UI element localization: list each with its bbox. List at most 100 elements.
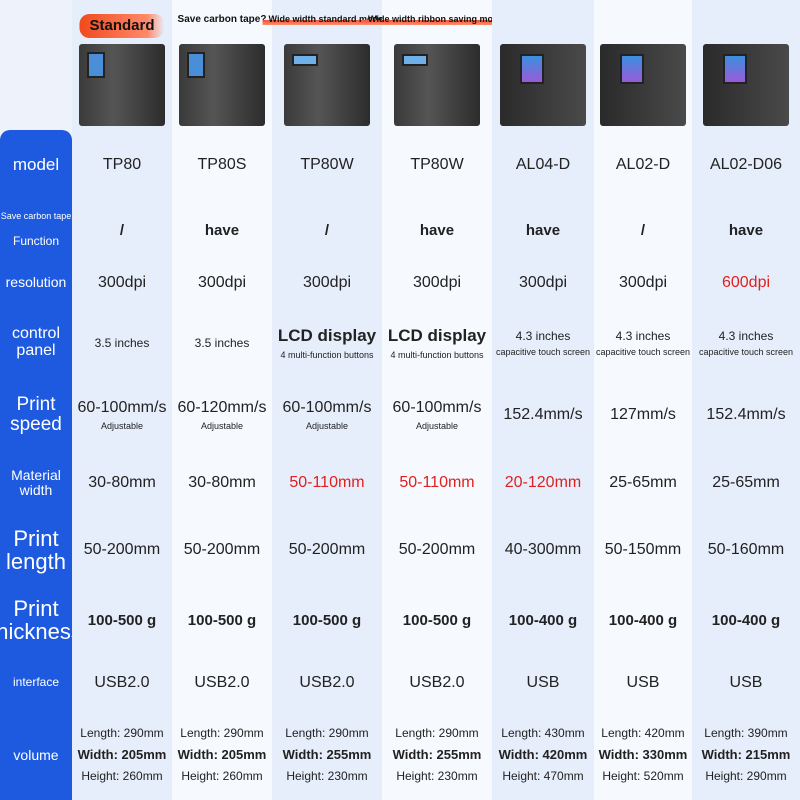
- product-tag: Save carbon tape?: [177, 14, 267, 25]
- cell-text: 50-200mm: [398, 541, 476, 558]
- cell-text: 100-500 g: [187, 611, 257, 629]
- cell-text: 25-65mm: [712, 473, 780, 491]
- row-label-text: Material: [11, 466, 61, 483]
- table-cell: 4.3 inches capacitive touch screen: [594, 305, 692, 380]
- table-cell: 50-200mm: [72, 515, 172, 585]
- table-cell: 50-110mm: [382, 450, 492, 515]
- cell-text: 40-300mm: [504, 541, 582, 558]
- cell-text: have: [419, 221, 455, 239]
- table-cell: 152.4mm/s: [492, 380, 594, 450]
- cell-text: AL02-D06: [709, 156, 783, 173]
- printer-image: [500, 44, 586, 126]
- cell-text: 100-500 g: [87, 611, 157, 629]
- cell-text: 4.3 inches: [718, 328, 774, 343]
- printer-image: [703, 44, 789, 126]
- cell-text: 100-400 g: [608, 611, 678, 629]
- cell-text: Width: 420mm: [498, 746, 588, 762]
- row-label-text: Print: [13, 525, 59, 551]
- cell-text: 50-200mm: [288, 541, 366, 558]
- cell-text: /: [324, 221, 330, 239]
- product-tag: Wide width ribbon saving model: [362, 14, 512, 25]
- cell-text: USB2.0: [299, 673, 355, 691]
- table-cell: Length: 430mm Width: 420mm Height: 470mm: [492, 710, 594, 800]
- table-cell: /: [594, 200, 692, 260]
- cell-text: Width: 330mm: [598, 746, 688, 762]
- table-cell: 100-500 g: [172, 585, 272, 655]
- cell-text: USB: [526, 673, 560, 691]
- table-cell: 100-400 g: [692, 585, 800, 655]
- printer-screen: [187, 52, 205, 78]
- cell-text: 50-110mm: [399, 473, 475, 491]
- table-cell: USB2.0: [272, 655, 382, 710]
- printer-screen: [292, 54, 318, 66]
- table-cell: 300dpi: [172, 260, 272, 305]
- table-cell: 60-100mm/s Adjustable: [72, 380, 172, 450]
- table-cell: TP80S: [172, 130, 272, 200]
- table-cell: 152.4mm/s: [692, 380, 800, 450]
- cell-text: Adjustable: [100, 421, 144, 431]
- table-cell: Length: 290mm Width: 255mm Height: 230mm: [382, 710, 492, 800]
- row-label-text: Print: [13, 595, 59, 621]
- table-cell: USB2.0: [382, 655, 492, 710]
- cell-text: 60-100mm/s: [392, 399, 482, 416]
- printer-image: [284, 44, 370, 126]
- cell-text: 4.3 inches: [615, 328, 671, 343]
- row-label: Print length: [0, 515, 72, 585]
- row-label: Printthickness: [0, 585, 82, 655]
- cell-text: 600dpi: [721, 273, 771, 291]
- row-label: Material width: [0, 450, 72, 515]
- cell-text: /: [640, 221, 646, 239]
- product-header: [594, 0, 692, 130]
- row-label: control panel: [0, 305, 72, 380]
- table-cell: USB: [492, 655, 594, 710]
- cell-text: Adjustable: [415, 421, 459, 431]
- table-cell: TP80W: [382, 130, 492, 200]
- cell-text: Width: 205mm: [77, 746, 167, 762]
- table-cell: have: [692, 200, 800, 260]
- cell-text: have: [204, 221, 240, 239]
- table-cell: TP80W: [272, 130, 382, 200]
- cell-text: Length: 420mm: [601, 725, 685, 740]
- table-cell: 50-200mm: [272, 515, 382, 585]
- row-label-text: control: [11, 324, 61, 342]
- product-header: [492, 0, 594, 130]
- table-cell: 30-80mm: [172, 450, 272, 515]
- table-cell: Length: 290mm Width: 255mm Height: 230mm: [272, 710, 382, 800]
- cell-text: 30-80mm: [188, 473, 256, 491]
- cell-text: 3.5 inches: [194, 335, 250, 350]
- cell-text: Height: 470mm: [502, 769, 584, 784]
- table-cell: 300dpi: [272, 260, 382, 305]
- cell-text: Height: 230mm: [396, 769, 478, 784]
- cell-text: USB2.0: [409, 673, 465, 691]
- cell-text: 20-120mm: [504, 473, 582, 491]
- table-cell: 300dpi: [72, 260, 172, 305]
- table-cell: 100-500 g: [382, 585, 492, 655]
- cell-text: 300dpi: [412, 273, 462, 291]
- cell-text: Length: 290mm: [80, 725, 164, 740]
- cell-text: 300dpi: [302, 273, 352, 291]
- printer-image: [79, 44, 165, 126]
- cell-text: /: [119, 221, 125, 239]
- cell-text: Length: 290mm: [180, 725, 264, 740]
- cell-text: 152.4mm/s: [503, 406, 583, 423]
- cell-text: 3.5 inches: [94, 335, 150, 350]
- printer-screen: [87, 52, 105, 78]
- table-cell: TP80: [72, 130, 172, 200]
- table-cell: 3.5 inches: [72, 305, 172, 380]
- cell-text: have: [728, 221, 764, 239]
- table-cell: 50-160mm: [692, 515, 800, 585]
- printer-screen: [520, 54, 544, 84]
- cell-text: 100-400 g: [508, 611, 578, 629]
- cell-text: Width: 255mm: [282, 746, 372, 762]
- table-cell: 30-80mm: [72, 450, 172, 515]
- table-cell: 100-500 g: [72, 585, 172, 655]
- cell-text: TP80S: [197, 156, 247, 173]
- cell-text: USB2.0: [194, 673, 250, 691]
- row-label-text: interface: [12, 675, 60, 690]
- printer-screen: [620, 54, 644, 84]
- cell-text: 300dpi: [618, 273, 668, 291]
- table-cell: 50-200mm: [172, 515, 272, 585]
- table-cell: 60-100mm/s Adjustable: [382, 380, 492, 450]
